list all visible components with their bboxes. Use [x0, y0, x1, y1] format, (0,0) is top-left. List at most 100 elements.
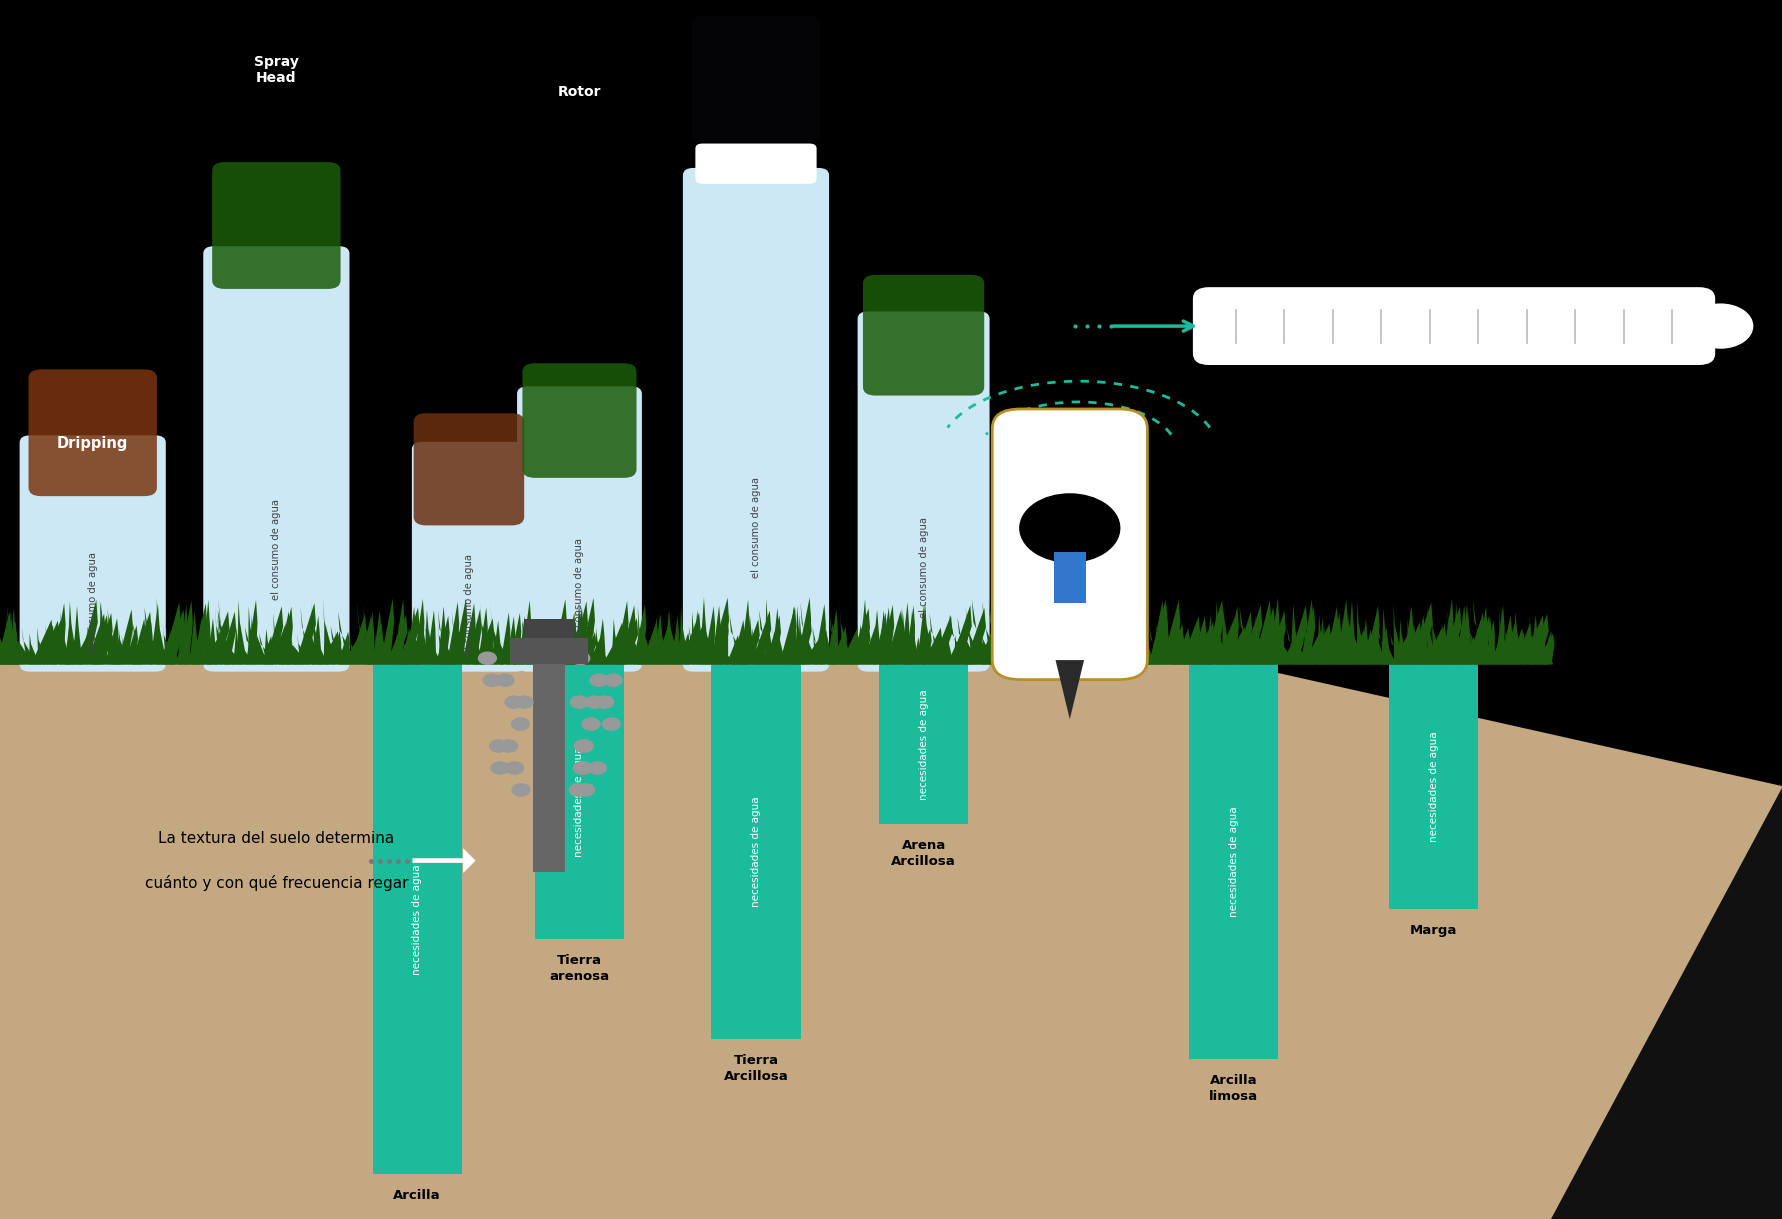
Polygon shape — [189, 611, 200, 664]
Text: Arena
Arcillosa: Arena Arcillosa — [891, 839, 955, 868]
Polygon shape — [39, 620, 59, 664]
Text: necesidades de agua: necesidades de agua — [412, 864, 422, 975]
Polygon shape — [1190, 616, 1206, 664]
Polygon shape — [438, 606, 447, 664]
Polygon shape — [1452, 603, 1461, 664]
Polygon shape — [385, 616, 408, 664]
Polygon shape — [1516, 635, 1533, 664]
Polygon shape — [214, 605, 228, 664]
Polygon shape — [260, 636, 273, 664]
Polygon shape — [342, 635, 360, 664]
Polygon shape — [419, 616, 428, 664]
Polygon shape — [1164, 625, 1183, 664]
Polygon shape — [604, 623, 624, 664]
Polygon shape — [406, 607, 417, 664]
Polygon shape — [162, 619, 176, 664]
Polygon shape — [950, 605, 971, 664]
Polygon shape — [1053, 619, 1069, 664]
Polygon shape — [380, 618, 394, 664]
Polygon shape — [1431, 608, 1443, 664]
Circle shape — [574, 740, 592, 752]
Polygon shape — [713, 627, 729, 664]
Polygon shape — [1349, 630, 1365, 664]
Polygon shape — [729, 614, 747, 664]
Bar — [711, 664, 800, 1040]
Polygon shape — [1069, 618, 1080, 664]
Polygon shape — [150, 603, 160, 664]
Polygon shape — [1413, 616, 1424, 664]
Polygon shape — [625, 613, 640, 664]
Polygon shape — [169, 628, 180, 664]
Polygon shape — [795, 606, 805, 664]
Polygon shape — [1000, 633, 1012, 664]
Circle shape — [511, 718, 529, 730]
Polygon shape — [1208, 628, 1221, 664]
Polygon shape — [1278, 620, 1287, 664]
Polygon shape — [672, 616, 681, 664]
Polygon shape — [642, 624, 658, 664]
Polygon shape — [331, 630, 340, 664]
Polygon shape — [994, 622, 1003, 664]
Polygon shape — [916, 603, 927, 664]
Polygon shape — [506, 617, 515, 664]
Polygon shape — [745, 616, 756, 664]
Polygon shape — [1212, 601, 1222, 664]
Polygon shape — [804, 627, 814, 664]
Polygon shape — [1260, 613, 1278, 664]
Polygon shape — [440, 633, 451, 664]
Polygon shape — [1238, 620, 1249, 664]
Polygon shape — [1180, 617, 1194, 664]
Polygon shape — [1174, 628, 1189, 664]
Polygon shape — [633, 605, 647, 664]
Polygon shape — [1529, 614, 1545, 664]
Polygon shape — [679, 606, 690, 664]
Polygon shape — [595, 628, 606, 664]
Polygon shape — [900, 602, 911, 664]
Polygon shape — [1201, 631, 1210, 664]
Polygon shape — [699, 597, 709, 664]
Polygon shape — [1256, 607, 1274, 664]
Polygon shape — [829, 611, 846, 664]
Polygon shape — [527, 619, 536, 664]
Polygon shape — [43, 620, 62, 664]
Bar — [510, 638, 588, 664]
Polygon shape — [1173, 622, 1181, 664]
Polygon shape — [1224, 606, 1238, 664]
Polygon shape — [691, 612, 700, 664]
Polygon shape — [465, 610, 481, 664]
Polygon shape — [308, 616, 321, 664]
Polygon shape — [586, 625, 595, 664]
Text: el consumo de agua: el consumo de agua — [574, 538, 584, 639]
Polygon shape — [1513, 612, 1522, 664]
Polygon shape — [830, 627, 846, 664]
Polygon shape — [1320, 606, 1336, 664]
Polygon shape — [1540, 631, 1552, 664]
Polygon shape — [982, 601, 1000, 664]
Polygon shape — [11, 607, 20, 664]
Polygon shape — [447, 602, 460, 664]
Polygon shape — [1538, 634, 1547, 664]
Polygon shape — [1196, 622, 1214, 664]
Polygon shape — [702, 606, 715, 664]
Polygon shape — [839, 629, 859, 664]
Polygon shape — [1044, 633, 1059, 664]
Polygon shape — [312, 616, 323, 664]
Polygon shape — [1349, 611, 1363, 664]
Polygon shape — [1124, 622, 1148, 664]
Polygon shape — [364, 622, 376, 664]
Polygon shape — [1360, 619, 1369, 664]
Polygon shape — [337, 631, 349, 664]
Polygon shape — [356, 634, 365, 664]
Polygon shape — [886, 611, 902, 664]
Polygon shape — [1276, 622, 1294, 664]
Polygon shape — [1486, 617, 1497, 664]
Polygon shape — [850, 616, 868, 664]
Polygon shape — [1023, 636, 1042, 664]
Polygon shape — [579, 633, 597, 664]
Polygon shape — [1155, 620, 1167, 664]
Circle shape — [602, 718, 620, 730]
Polygon shape — [987, 617, 1000, 664]
Polygon shape — [1012, 607, 1025, 664]
Polygon shape — [360, 616, 372, 664]
Polygon shape — [1347, 629, 1358, 664]
